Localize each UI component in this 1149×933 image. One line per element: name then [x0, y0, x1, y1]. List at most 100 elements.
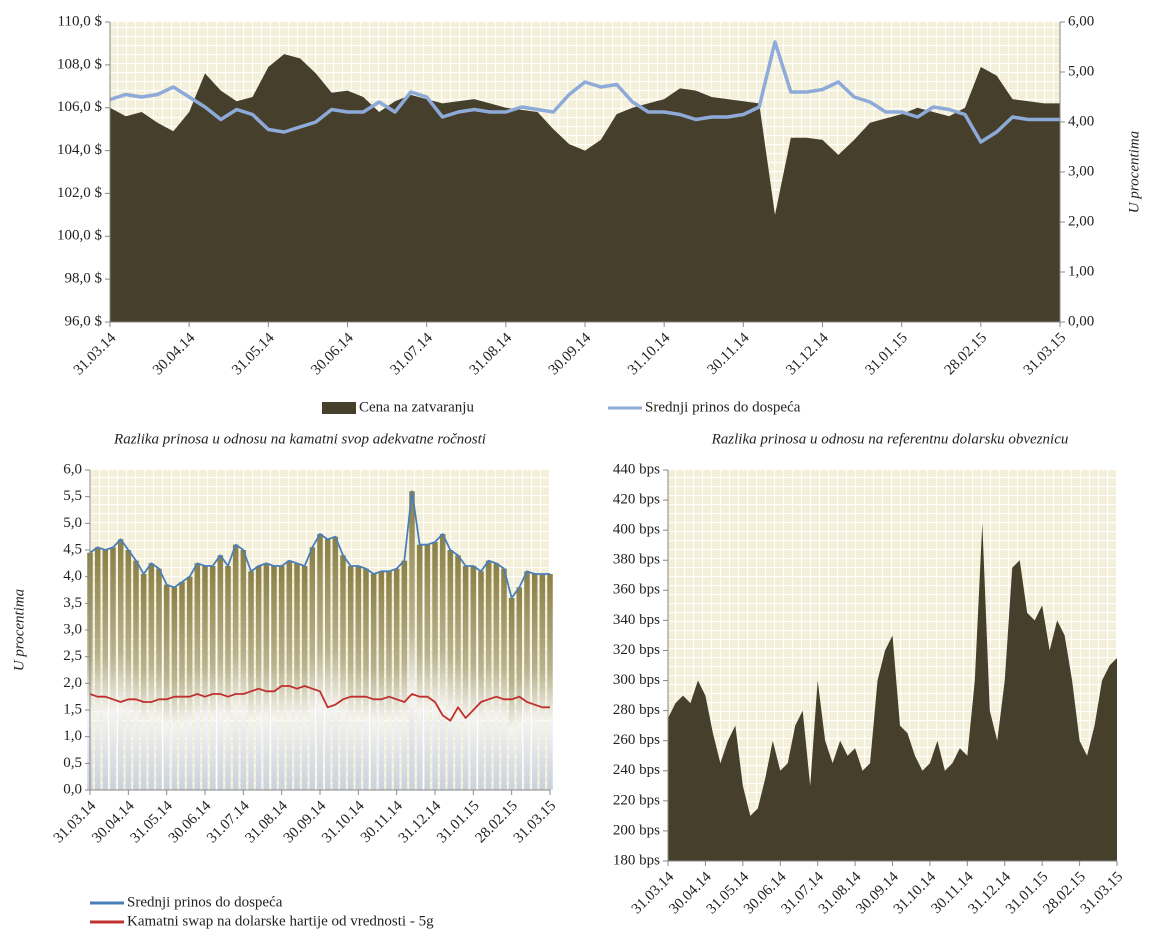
bar: [163, 584, 170, 790]
bar: [248, 571, 254, 790]
bar: [508, 598, 515, 790]
x-tick-label: 31.03.14: [71, 330, 120, 379]
y-tick-label: 420 bps: [613, 492, 660, 508]
bar: [94, 547, 101, 790]
y-tick-label: 360 bps: [613, 582, 660, 598]
x-tick-label: 31.10.14: [319, 798, 368, 847]
y-tick-label: 340 bps: [613, 612, 660, 628]
bar: [179, 582, 185, 790]
bar: [332, 536, 339, 790]
bar: [125, 550, 132, 790]
bar: [447, 550, 454, 790]
bar: [439, 534, 446, 790]
x-tick-label: 30.04.14: [150, 330, 199, 379]
bar: [102, 550, 109, 790]
bar: [140, 574, 147, 790]
y-tick-label: 1,0: [63, 728, 82, 744]
bar: [110, 547, 116, 790]
bar: [171, 587, 178, 790]
legend-label: Kamatni swap na dolarske hartije od vred…: [127, 913, 434, 929]
y-tick-label: 2,5: [63, 648, 82, 664]
y-tick-label: 98,0 $: [65, 271, 103, 287]
bar: [317, 534, 323, 790]
bar: [148, 563, 155, 790]
bar: [194, 563, 201, 790]
y-tick-label: 1,5: [63, 701, 82, 717]
bar: [393, 568, 400, 790]
bar: [209, 566, 216, 790]
y-tick-label: 110,0 $: [58, 13, 103, 29]
y-tick-label: 0,0: [63, 781, 82, 797]
y2-tick-label: 6,00: [1068, 13, 1094, 29]
bar: [347, 566, 354, 790]
bar: [524, 571, 530, 790]
legend-swatch: [322, 402, 356, 414]
y-tick-label: 104,0 $: [57, 142, 103, 158]
y-tick-label: 100,0 $: [57, 228, 103, 244]
bar: [133, 560, 139, 790]
y-tick-label: 400 bps: [613, 522, 660, 538]
bar: [202, 566, 208, 790]
bar: [470, 566, 477, 790]
bar: [340, 555, 346, 790]
bar: [278, 566, 285, 790]
bar: [240, 550, 247, 790]
bar: [301, 566, 308, 790]
line: [89, 685, 550, 722]
bar: [363, 568, 369, 790]
bar: [217, 555, 224, 790]
bar: [455, 555, 461, 790]
x-tick-label: 30.06.14: [308, 330, 357, 379]
y-tick-label: 240 bps: [613, 762, 660, 778]
bar: [286, 560, 293, 790]
bar: [309, 547, 316, 790]
x-tick-label: 31.01.15: [862, 330, 910, 378]
bar: [263, 563, 270, 790]
chart-title: Razlika prinosa u odnosu na kamatni svop…: [113, 431, 486, 447]
y-tick-label: 2,0: [63, 675, 82, 691]
x-tick-label: 31.03.15: [511, 798, 559, 846]
y2-tick-label: 4,00: [1068, 113, 1094, 129]
bar: [225, 566, 231, 790]
y-tick-label: 108,0 $: [57, 56, 103, 72]
bar: [401, 560, 408, 790]
bar: [156, 568, 162, 790]
y2-tick-label: 2,00: [1068, 213, 1094, 229]
bar: [186, 576, 193, 790]
y-tick-label: 96,0 $: [65, 313, 103, 329]
bar: [294, 563, 300, 790]
y-tick-label: 0,5: [63, 755, 82, 771]
bar: [324, 539, 331, 790]
bar: [516, 587, 523, 790]
y-tick-label: 4,5: [63, 541, 82, 557]
bar: [478, 571, 484, 790]
bar: [531, 574, 538, 790]
y-tick-label: 260 bps: [613, 732, 660, 748]
legend-label: Srednji prinos do dospeća: [645, 399, 801, 415]
x-tick-label: 31.05.14: [229, 330, 278, 379]
x-tick-label: 28.02.15: [942, 330, 990, 378]
bar: [370, 574, 377, 790]
bar: [255, 566, 262, 790]
line: [109, 40, 1060, 144]
bar: [232, 544, 239, 790]
legend-label: Cena na zatvaranju: [359, 399, 474, 415]
x-tick-label: 31.03.15: [1021, 330, 1069, 378]
y-tick-label: 5,5: [63, 488, 82, 504]
y2-axis-label: U procentima: [1126, 131, 1142, 213]
y-tick-label: 320 bps: [613, 642, 660, 658]
y-tick-label: 4,0: [63, 568, 82, 584]
bar: [485, 560, 492, 790]
y-tick-label: 220 bps: [613, 792, 660, 808]
bar: [547, 574, 553, 790]
y-axis-label: U procentima: [11, 589, 27, 671]
bar: [271, 566, 277, 790]
chart-title: Razlika prinosa u odnosu na referentnu d…: [711, 431, 1069, 447]
x-tick-label: 31.08.14: [467, 330, 516, 379]
bar: [493, 563, 500, 790]
bar: [539, 574, 546, 790]
area: [668, 522, 1117, 861]
x-tick-label: 31.10.14: [625, 330, 674, 379]
